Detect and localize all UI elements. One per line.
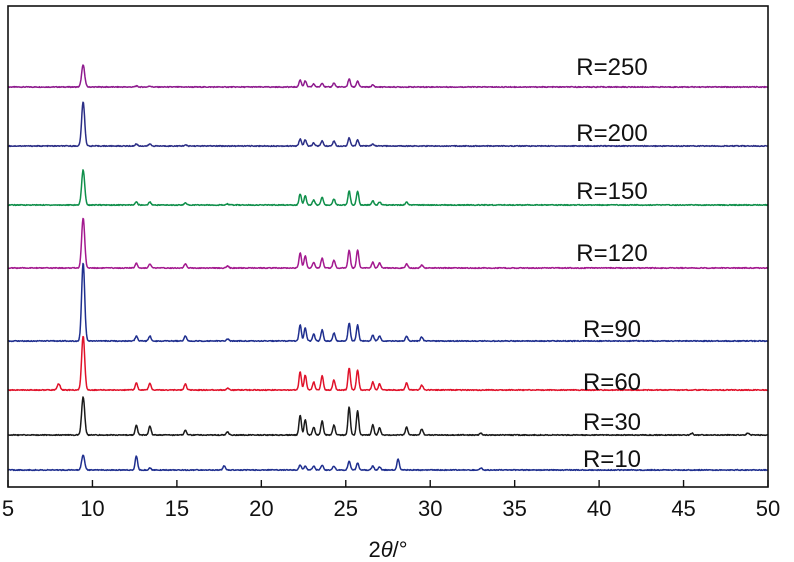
series-label-r-10: R=10 xyxy=(583,446,641,473)
series-label-r-60: R=60 xyxy=(583,369,641,396)
series-line-r-200 xyxy=(7,101,769,148)
series-line-r-250 xyxy=(7,64,769,89)
plot-frame xyxy=(7,5,769,488)
x-axis-label-variable: θ xyxy=(381,537,393,562)
x-tick-label-20: 20 xyxy=(249,496,273,521)
series-line-r-10 xyxy=(7,454,769,472)
series-line-r-150 xyxy=(7,169,769,207)
series-label-r-90: R=90 xyxy=(583,316,641,343)
x-tick-label-45: 45 xyxy=(671,496,695,521)
series-label-r-120: R=120 xyxy=(576,240,647,267)
series-label-r-150: R=150 xyxy=(576,178,647,205)
x-axis-label-unit: /° xyxy=(393,537,408,562)
x-axis-label: 2θ/° xyxy=(368,537,407,562)
x-tick-label-30: 30 xyxy=(418,496,442,521)
x-axis-ticks: 5 10 15 20 25 30 35 40 45 50 xyxy=(2,480,780,521)
series-line-r-90 xyxy=(7,262,769,343)
series-line-r-30 xyxy=(7,396,769,437)
x-tick-label-40: 40 xyxy=(587,496,611,521)
series-curves xyxy=(7,64,769,472)
series-line-r-120 xyxy=(7,217,769,270)
x-axis-label-number: 2 xyxy=(368,537,380,562)
x-tick-label-50: 50 xyxy=(756,496,780,521)
x-tick-label-25: 25 xyxy=(334,496,358,521)
series-label-r-250: R=250 xyxy=(576,54,647,81)
series-label-r-30: R=30 xyxy=(583,409,641,436)
series-label-r-200: R=200 xyxy=(576,120,647,147)
x-tick-label-5: 5 xyxy=(2,496,14,521)
series-line-r-60 xyxy=(7,335,769,392)
x-tick-label-35: 35 xyxy=(502,496,526,521)
x-tick-label-10: 10 xyxy=(80,496,104,521)
series-labels: R=250 R=200 R=150 R=120 R=90 R=60 R=30 R=10 xyxy=(576,54,647,473)
x-tick-label-15: 15 xyxy=(165,496,189,521)
